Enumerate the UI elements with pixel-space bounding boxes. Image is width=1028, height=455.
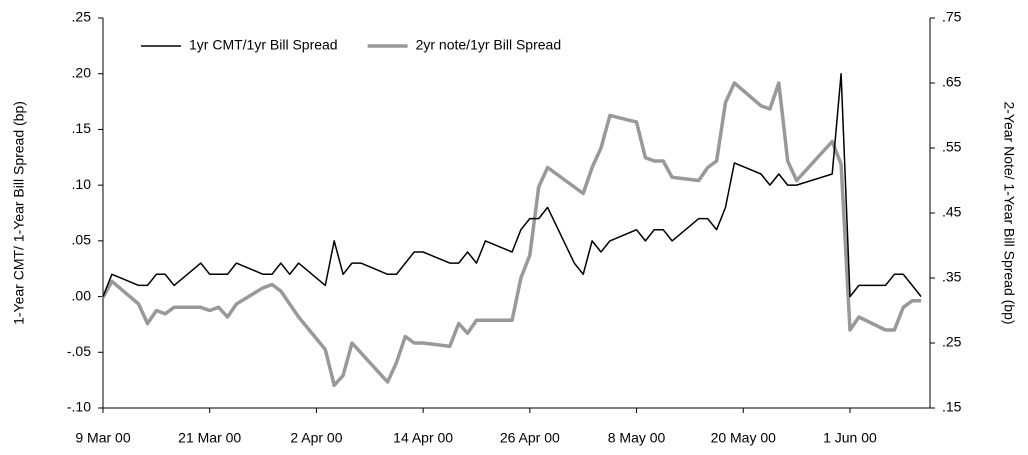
y2-tick-label: .15 xyxy=(942,399,962,415)
series-line xyxy=(102,72,922,298)
y2-tick-label: .65 xyxy=(942,74,962,90)
y-tick-label: .10 xyxy=(72,176,92,192)
y-tick-label: .20 xyxy=(72,64,92,80)
y2-tick-label: .45 xyxy=(942,204,962,220)
y-tick-label: .00 xyxy=(72,287,92,303)
x-tick-label: 2 Apr 00 xyxy=(290,430,342,446)
y2-axis-label: 2-Year Note/ 1-Year Bill Spread (bp) xyxy=(1001,101,1017,324)
y2-tick-label: .55 xyxy=(942,139,962,155)
x-tick-label: 14 Apr 00 xyxy=(393,430,453,446)
y2-tick-label: .35 xyxy=(942,269,962,285)
legend-label: 2yr note/1yr Bill Spread xyxy=(416,37,562,53)
x-tick-label: 1 Jun 00 xyxy=(823,430,877,446)
y-tick-label: .05 xyxy=(72,232,92,248)
legend-label: 1yr CMT/1yr Bill Spread xyxy=(189,37,338,53)
y-tick-label: -.10 xyxy=(67,399,91,415)
y2-tick-label: .25 xyxy=(942,334,962,350)
y-axis-label: 1-Year CMT/ 1-Year Bill Spread (bp) xyxy=(11,101,27,325)
x-tick-label: 20 May 00 xyxy=(711,430,777,446)
series-line xyxy=(101,81,922,388)
x-tick-label: 26 Apr 00 xyxy=(500,430,560,446)
y2-tick-label: .75 xyxy=(942,9,962,25)
y-tick-label: .15 xyxy=(72,120,92,136)
x-tick-label: 9 Mar 00 xyxy=(75,430,130,446)
x-tick-label: 21 Mar 00 xyxy=(178,430,241,446)
y-tick-label: .25 xyxy=(72,9,92,25)
y-tick-label: -.05 xyxy=(67,343,91,359)
x-tick-label: 8 May 00 xyxy=(608,430,666,446)
